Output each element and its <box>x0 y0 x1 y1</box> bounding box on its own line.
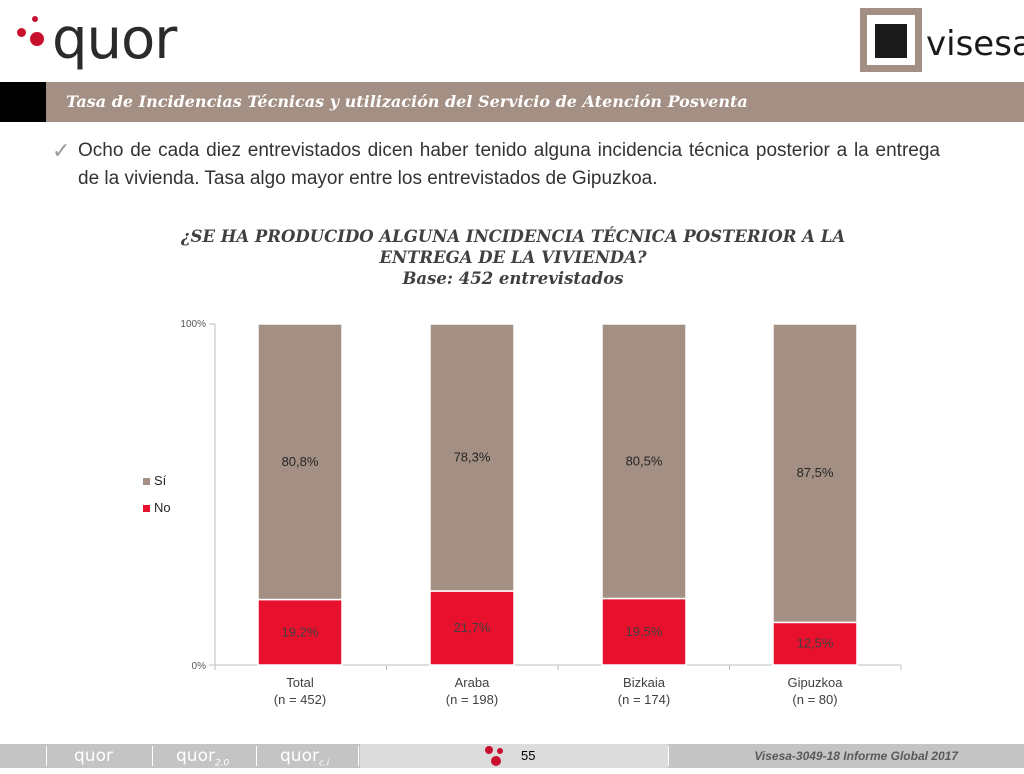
x-category-subtitle: (n = 174) <box>618 692 670 707</box>
report-name: Visesa-3049-18 Informe Global 2017 <box>754 749 958 763</box>
footer-brand-quor-2: quor2.0 <box>176 745 229 774</box>
data-label-si: 80,8% <box>282 454 319 469</box>
x-category-label: Gipuzkoa <box>788 675 844 690</box>
chart-title-line-3: Base: 452 entrevistados <box>402 269 624 288</box>
footer-brand-quor-ci: quorc.i <box>280 745 329 774</box>
quor-logo-text: quor <box>52 7 177 72</box>
stacked-bar-chart: 0% 100% 19,2% 80,8% Total (n = 452) 21,7% 78,3%… <box>143 319 902 707</box>
data-label-no: 19,5% <box>626 624 663 639</box>
data-label-no: 19,2% <box>282 624 319 639</box>
x-category-subtitle: (n = 198) <box>446 692 498 707</box>
bar-segment-no <box>257 598 343 666</box>
data-label-si: 87,5% <box>797 465 834 480</box>
y-tick-label: 100% <box>180 319 206 330</box>
footer-separator <box>46 746 47 766</box>
logo-dot <box>32 16 38 22</box>
page-number: 55 <box>521 748 536 763</box>
bar-segment-no <box>601 597 687 666</box>
footer: quor quor2.0 quorc.i 55 Visesa-3049-18 I… <box>0 744 1024 768</box>
y-tick-label: 0% <box>192 661 207 672</box>
footer-dot <box>491 756 501 766</box>
x-category-label: Araba <box>455 675 490 690</box>
data-label-si: 80,5% <box>626 453 663 468</box>
chart-title-line-2: ENTREGA DE LA VIVIENDA? <box>379 248 647 267</box>
footer-dot <box>485 746 493 754</box>
footer-report-strip <box>668 744 1024 768</box>
section-title: Tasa de Incidencias Técnicas y utilizaci… <box>66 92 748 111</box>
x-category-subtitle: (n = 452) <box>274 692 326 707</box>
bar-segment-si <box>772 323 858 624</box>
legend-label: Sí <box>154 473 167 488</box>
x-category-subtitle: (n = 80) <box>792 692 837 707</box>
logo-dot <box>17 28 26 37</box>
footer-brand-quor-ci-text: quor <box>280 746 319 766</box>
footer-brand-quor: quor <box>74 745 113 767</box>
bullet-point: ✓ Ocho de cada diez entrevistados dicen … <box>52 137 940 193</box>
x-category-label: Total <box>286 675 314 690</box>
checkmark-icon: ✓ <box>52 138 71 163</box>
data-label-no: 21,7% <box>454 620 491 635</box>
visesa-logo-text: visesa <box>926 24 1024 64</box>
chart-title-line-1: ¿SE HA PRODUCIDO ALGUNA INCIDENCIA TÉCNI… <box>180 227 846 246</box>
footer-brand-strip <box>0 744 360 768</box>
visesa-logo-frame <box>860 8 922 72</box>
bar-segment-si <box>601 323 687 600</box>
title-bar-marker <box>0 82 46 122</box>
bar-segment-si <box>429 323 515 592</box>
bullet-text: Ocho de cada diez entrevistados dicen ha… <box>78 140 940 189</box>
footer-brand-quor-2-suffix: 2.0 <box>214 758 230 769</box>
section-title-bar: Tasa de Incidencias Técnicas y utilizaci… <box>0 82 1024 122</box>
x-category-label: Bizkaia <box>623 675 666 690</box>
footer-separator <box>256 746 257 766</box>
footer-separator <box>152 746 153 766</box>
bar-segment-no <box>772 621 858 666</box>
footer-dot <box>497 748 503 754</box>
quor-logo: quor <box>14 8 204 74</box>
chart-title: ¿SE HA PRODUCIDO ALGUNA INCIDENCIA TÉCNI… <box>150 226 876 289</box>
bar-segment-no <box>429 590 515 666</box>
footer-brand-quor-2-text: quor <box>176 746 215 766</box>
legend-swatch <box>143 478 150 485</box>
footer-separator <box>668 746 669 766</box>
footer-brand-quor-text: quor <box>74 746 113 766</box>
footer-brand-quor-ci-suffix: c.i <box>318 758 330 769</box>
visesa-logo-square <box>875 24 907 58</box>
footer-separator <box>358 746 359 766</box>
logo-dot <box>30 32 44 46</box>
legend-swatch <box>143 505 150 512</box>
data-label-si: 78,3% <box>454 450 491 465</box>
bar-segment-si <box>257 323 343 601</box>
legend-label: No <box>154 500 171 515</box>
data-label-no: 12,5% <box>797 636 834 651</box>
visesa-logo: visesa <box>860 8 1024 74</box>
